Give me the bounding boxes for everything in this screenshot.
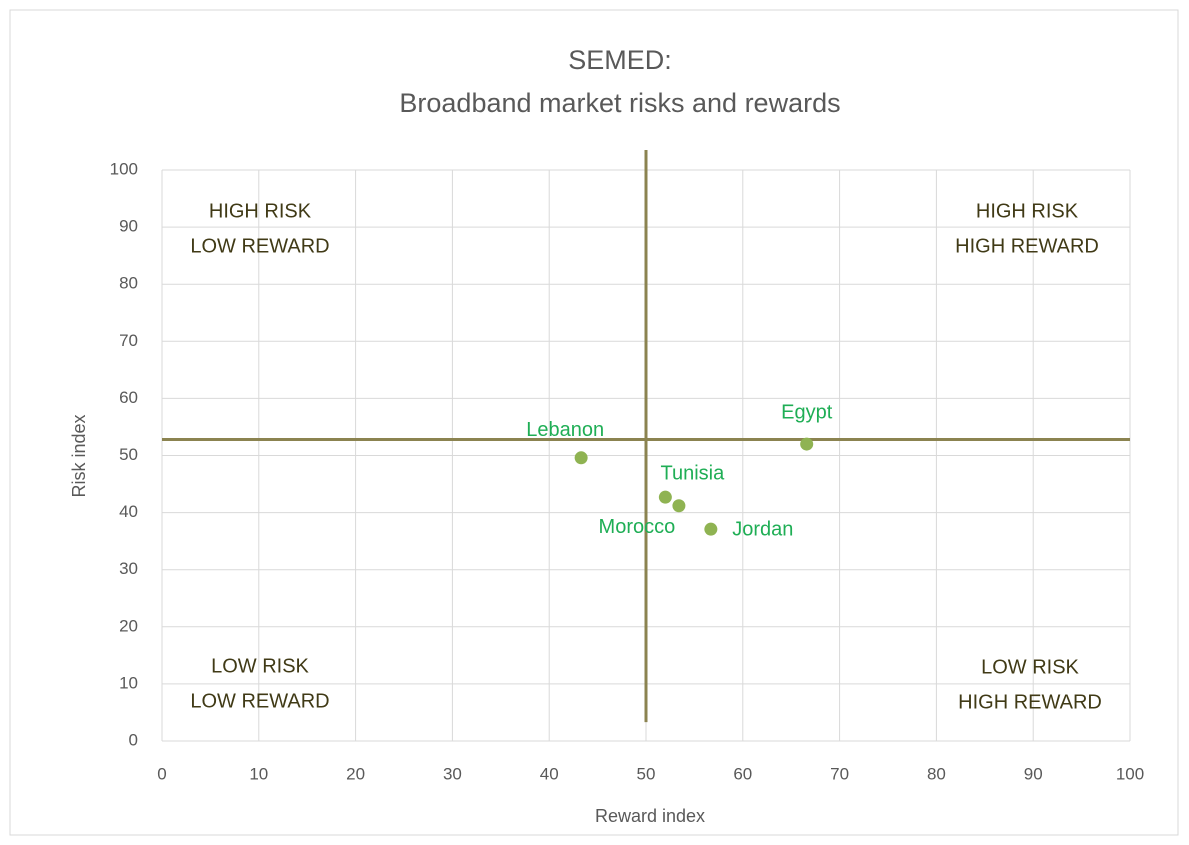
point bbox=[658, 490, 672, 504]
quadrant-label: HIGH RISK bbox=[209, 200, 312, 222]
y-tick-label: 70 bbox=[119, 331, 138, 350]
y-tick-label: 60 bbox=[119, 388, 138, 407]
x-tick-label: 40 bbox=[540, 764, 559, 783]
x-tick-label: 50 bbox=[637, 764, 656, 783]
x-tick-label: 10 bbox=[249, 764, 268, 783]
quadrant-label: HIGH REWARD bbox=[958, 691, 1102, 713]
point-label: Tunisia bbox=[660, 462, 725, 484]
quadrant-label: LOW RISK bbox=[981, 656, 1079, 678]
y-tick-label: 100 bbox=[110, 159, 138, 178]
y-tick-label: 40 bbox=[119, 502, 138, 521]
y-tick-label: 30 bbox=[119, 559, 138, 578]
chart-title: SEMED: bbox=[568, 45, 672, 75]
x-tick-label: 30 bbox=[443, 764, 462, 783]
quadrant-label: HIGH RISK bbox=[976, 200, 1079, 222]
y-axis-title: Risk index bbox=[69, 414, 89, 497]
point-label: Morocco bbox=[599, 516, 676, 538]
chart-border bbox=[9, 9, 1179, 836]
point bbox=[800, 437, 814, 451]
x-tick-label: 60 bbox=[733, 764, 752, 783]
quadrant-label: LOW REWARD bbox=[190, 690, 329, 712]
y-tick-label: 50 bbox=[119, 445, 138, 464]
x-tick-label: 80 bbox=[927, 764, 946, 783]
y-tick-label: 90 bbox=[119, 217, 138, 236]
point bbox=[672, 499, 686, 513]
quadrant-label: HIGH REWARD bbox=[955, 235, 1099, 257]
quadrant-label: LOW RISK bbox=[211, 655, 309, 677]
quadrant-label: LOW REWARD bbox=[190, 235, 329, 257]
point bbox=[704, 522, 718, 536]
x-tick-label: 70 bbox=[830, 764, 849, 783]
y-tick-label: 80 bbox=[119, 274, 138, 293]
y-tick-label: 20 bbox=[119, 616, 138, 635]
x-tick-label: 0 bbox=[157, 764, 166, 783]
chart-subtitle: Broadband market risks and rewards bbox=[399, 88, 840, 118]
x-axis-title: Reward index bbox=[595, 806, 705, 826]
y-tick-label: 0 bbox=[129, 730, 138, 749]
y-tick-label: 10 bbox=[119, 673, 138, 692]
x-tick-label: 20 bbox=[346, 764, 365, 783]
point-label: Lebanon bbox=[526, 419, 604, 441]
point bbox=[574, 451, 588, 465]
x-tick-label: 100 bbox=[1116, 764, 1144, 783]
x-tick-label: 90 bbox=[1024, 764, 1043, 783]
point-label: Jordan bbox=[732, 518, 793, 540]
point-label: Egypt bbox=[781, 401, 833, 423]
